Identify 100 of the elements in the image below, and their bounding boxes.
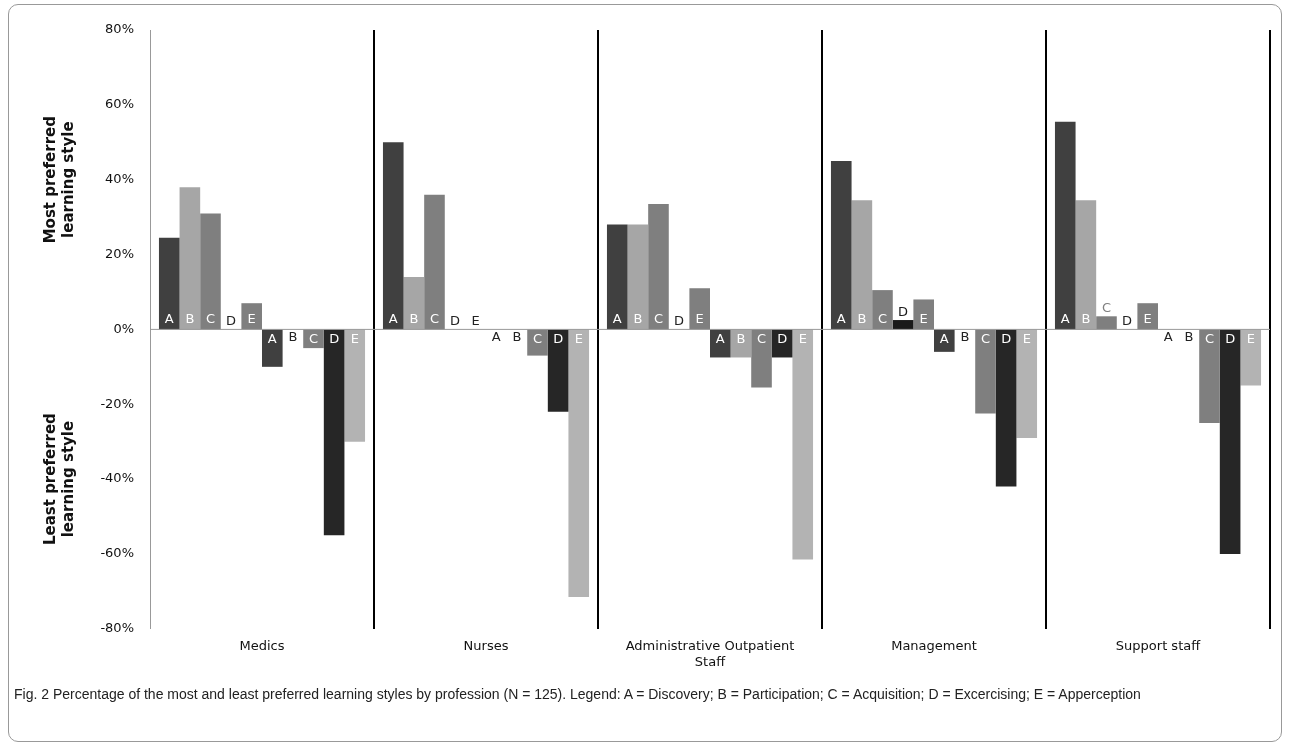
bar xyxy=(751,329,772,388)
bar xyxy=(179,187,201,330)
x-tick-label: Nurses xyxy=(463,637,509,653)
bar xyxy=(689,288,710,330)
text: E xyxy=(1246,330,1255,346)
text: B xyxy=(512,329,522,345)
series-label: D xyxy=(329,330,340,346)
text: B xyxy=(288,329,298,345)
text: B xyxy=(1184,329,1194,345)
y-tick-label: 40% xyxy=(105,171,134,187)
y-tick-label: -20% xyxy=(100,395,134,411)
bar xyxy=(241,303,262,330)
bar xyxy=(892,320,914,330)
bar xyxy=(403,277,425,330)
text: D xyxy=(1001,330,1012,346)
bar xyxy=(1240,329,1262,386)
bar xyxy=(1199,329,1220,423)
bar xyxy=(975,329,996,414)
text: C xyxy=(429,310,440,326)
bar xyxy=(648,204,669,330)
y-tick-label: -40% xyxy=(100,470,134,486)
text: B xyxy=(1081,310,1091,326)
text: C xyxy=(532,330,543,346)
caption: Fig. 2 Percentage of the most and least preferred learning styles by profession (N = 125). Legend: A = Discovery; B = Participation; C = Acquisition; D = Excercising; E = Apperception xyxy=(14,685,1142,704)
x-tick-label: Support staff xyxy=(1115,637,1202,653)
bar xyxy=(547,329,569,412)
text: B xyxy=(633,310,643,326)
bar xyxy=(344,329,366,442)
text: C xyxy=(205,310,216,326)
bar xyxy=(710,329,731,358)
text: E xyxy=(471,313,480,329)
y-axis-title: Most preferred learning style xyxy=(40,116,77,244)
series-label: B xyxy=(736,330,746,346)
text: Least preferred learning style xyxy=(40,413,77,546)
text: A xyxy=(388,310,398,326)
text: A xyxy=(836,310,846,326)
y-tick-label: 0% xyxy=(113,320,134,336)
text: A xyxy=(715,330,725,346)
series-label: D xyxy=(898,303,909,319)
text: D xyxy=(553,330,564,346)
series-label: C xyxy=(308,330,319,346)
text: A xyxy=(491,329,501,345)
series-label: A xyxy=(164,310,174,326)
text: C xyxy=(877,310,888,326)
bar xyxy=(627,224,649,330)
y-tick-label: 60% xyxy=(105,96,134,112)
y-tick-label: 80% xyxy=(105,21,134,37)
text: C xyxy=(1204,330,1215,346)
bar xyxy=(913,299,934,330)
bar xyxy=(830,160,852,330)
series-label: E xyxy=(350,330,359,346)
series-label: A xyxy=(267,330,277,346)
series-label: C xyxy=(1101,300,1112,316)
x-tick-label: Medics xyxy=(239,637,285,653)
bar xyxy=(872,290,893,330)
text: A xyxy=(1060,310,1070,326)
bar xyxy=(262,329,283,367)
text: B xyxy=(409,310,419,326)
bar xyxy=(200,213,221,330)
text: C xyxy=(756,330,767,346)
bar xyxy=(323,329,345,536)
bar xyxy=(606,224,628,330)
bar xyxy=(382,142,404,330)
x-tick-label: Management xyxy=(891,637,977,653)
text: A xyxy=(1163,329,1173,345)
bar xyxy=(424,194,445,330)
bar xyxy=(792,329,814,560)
bar xyxy=(1054,121,1076,330)
bar xyxy=(1137,303,1158,330)
text: D xyxy=(226,313,237,329)
y-tick-label: -60% xyxy=(100,545,134,561)
text: D xyxy=(674,313,685,329)
text: A xyxy=(939,330,949,346)
text: E xyxy=(919,310,928,326)
text: B xyxy=(960,329,970,345)
text: E xyxy=(695,310,704,326)
bar xyxy=(1096,316,1117,330)
series-label: B xyxy=(185,310,195,326)
bar xyxy=(851,200,873,330)
text: B xyxy=(857,310,867,326)
y-tick-label: -80% xyxy=(100,620,134,636)
text: C xyxy=(653,310,664,326)
text: D xyxy=(777,330,788,346)
y-tick-label: 20% xyxy=(105,245,134,261)
text: C xyxy=(980,330,991,346)
x-tick-label: Administrative Outpatient Staff xyxy=(625,637,795,669)
bar xyxy=(527,329,548,356)
text: E xyxy=(1022,330,1031,346)
bar xyxy=(1016,329,1038,438)
text: D xyxy=(450,313,461,329)
bar xyxy=(995,329,1017,487)
text: D xyxy=(1122,313,1133,329)
bar xyxy=(568,329,590,597)
text: D xyxy=(1225,330,1236,346)
bar xyxy=(158,237,180,330)
text: E xyxy=(798,330,807,346)
bar xyxy=(1075,200,1097,330)
text: E xyxy=(1143,310,1152,326)
bar xyxy=(1219,329,1241,554)
series-label: E xyxy=(247,310,256,326)
